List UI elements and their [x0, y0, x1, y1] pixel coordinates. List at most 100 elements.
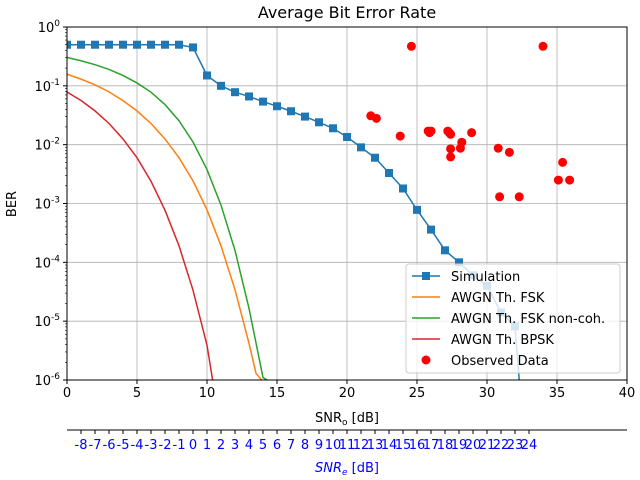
secondary-tick-label: -5 — [117, 438, 130, 453]
y-axis-ticks: 100 10-1 10-2 10-3 10-4 10-5 10-6 — [34, 19, 67, 389]
secondary-tick-label: 0 — [189, 438, 197, 453]
y-tick-label: 10-4 — [34, 254, 60, 271]
simulation-point — [77, 40, 85, 49]
secondary-tick-label: -3 — [145, 438, 158, 453]
y-tick-label: 10-2 — [34, 137, 60, 154]
secondary-tick-label: 24 — [521, 438, 538, 453]
observed-point — [406, 41, 416, 51]
secondary-tick-label: 23 — [507, 438, 524, 453]
chart-title: Average Bit Error Rate — [258, 3, 436, 22]
simulation-point — [119, 40, 127, 49]
simulation-point — [385, 168, 393, 177]
simulation-point — [441, 246, 449, 255]
legend-label: Simulation — [451, 270, 520, 285]
simulation-point — [427, 225, 435, 234]
observed-point — [558, 157, 568, 167]
secondary-tick-label: -8 — [75, 438, 88, 453]
secondary-tick-label: 2 — [217, 438, 225, 453]
secondary-tick-label: 16 — [409, 438, 426, 453]
secondary-tick-label: 14 — [381, 438, 398, 453]
observed-point — [395, 131, 405, 141]
x-tick-label: 35 — [549, 386, 566, 401]
simulation-point — [287, 107, 295, 116]
observed-point — [467, 128, 477, 138]
simulation-point — [259, 97, 267, 106]
secondary-tick-label: 17 — [423, 438, 440, 453]
legend-label: AWGN Th. BPSK — [451, 333, 554, 348]
observed-point — [553, 175, 563, 185]
secondary-axis-label-subscript: e — [342, 468, 348, 478]
legend: Simulation AWGN Th. FSK AWGN Th. FSK non-c… — [405, 263, 621, 374]
observed-point — [446, 144, 456, 154]
series-line-0 — [67, 43, 520, 380]
secondary-axis-label: SNRe [dB] — [315, 461, 379, 478]
observed-point — [504, 147, 514, 157]
simulation-point — [105, 40, 113, 49]
x-tick-label: 10 — [199, 386, 216, 401]
legend-marker — [421, 355, 431, 365]
secondary-tick-label: 7 — [287, 438, 295, 453]
x-tick-label: 5 — [133, 386, 141, 401]
x-tick-label: 20 — [339, 386, 356, 401]
simulation-point — [217, 81, 225, 90]
observed-point — [446, 129, 456, 139]
simulation-point — [203, 71, 211, 80]
y-axis-label: BER — [5, 191, 20, 217]
observed-point — [446, 152, 456, 162]
simulation-point — [175, 40, 183, 49]
x-tick-label: 25 — [409, 386, 426, 401]
secondary-tick-label: 5 — [259, 438, 267, 453]
secondary-tick-label: -4 — [131, 438, 144, 453]
secondary-axis-label-main: SNR — [315, 461, 342, 476]
secondary-tick-label: 21 — [479, 438, 496, 453]
simulation-point — [329, 124, 337, 133]
simulation-point — [315, 118, 323, 127]
x-tick-label: 0 — [63, 386, 71, 401]
y-tick-label: 10-3 — [34, 196, 60, 213]
simulation-point — [371, 153, 379, 162]
simulation-point — [245, 92, 253, 101]
simulation-point — [133, 40, 141, 49]
legend-label: Observed Data — [451, 354, 549, 369]
observed-point — [457, 137, 467, 147]
observed-point — [565, 175, 575, 185]
secondary-tick-label: 3 — [231, 438, 239, 453]
secondary-tick-label: 4 — [245, 438, 253, 453]
secondary-tick-label: 8 — [301, 438, 309, 453]
x-axis-label-unit: [dB] — [348, 411, 379, 426]
y-tick-label: 100 — [38, 19, 61, 36]
legend-marker — [422, 272, 430, 280]
secondary-tick-label: 19 — [451, 438, 468, 453]
secondary-tick-label: 18 — [437, 438, 454, 453]
secondary-tick-label: -7 — [89, 438, 102, 453]
grid — [66, 26, 628, 381]
secondary-tick-label: 20 — [465, 438, 482, 453]
simulation-point — [231, 88, 239, 97]
simulation-point — [455, 258, 463, 267]
x-tick-label: 40 — [619, 386, 636, 401]
secondary-tick-label: 11 — [339, 438, 356, 453]
legend-label: AWGN Th. FSK non-coh. — [451, 312, 605, 327]
series-layer — [67, 40, 575, 380]
simulation-point — [147, 40, 155, 49]
legend-label: AWGN Th. FSK — [451, 291, 545, 306]
observed-point — [495, 192, 505, 202]
simulation-point — [413, 205, 421, 214]
x-axis-label-main: SNR — [315, 411, 342, 426]
secondary-tick-label: -1 — [173, 438, 186, 453]
y-tick-label: 10-1 — [34, 78, 60, 95]
series-line-1 — [67, 73, 263, 380]
x-axis-ticks: 0 5 10 15 20 25 30 35 40 — [63, 380, 635, 401]
secondary-tick-label: -6 — [103, 438, 116, 453]
simulation-point — [91, 40, 99, 49]
secondary-tick-label: -2 — [159, 438, 172, 453]
plot-area — [67, 40, 575, 380]
secondary-tick-label: 22 — [493, 438, 510, 453]
secondary-tick-label: 1 — [203, 438, 211, 453]
simulation-point — [189, 43, 197, 52]
secondary-tick-label: 12 — [353, 438, 370, 453]
legend-box — [405, 263, 621, 374]
secondary-axis-ticks: -8 -7 -6 -5 -4 -3 -2 -1 0 1 2 3 4 5 6 7 8 9 10111213141516… — [75, 430, 538, 453]
